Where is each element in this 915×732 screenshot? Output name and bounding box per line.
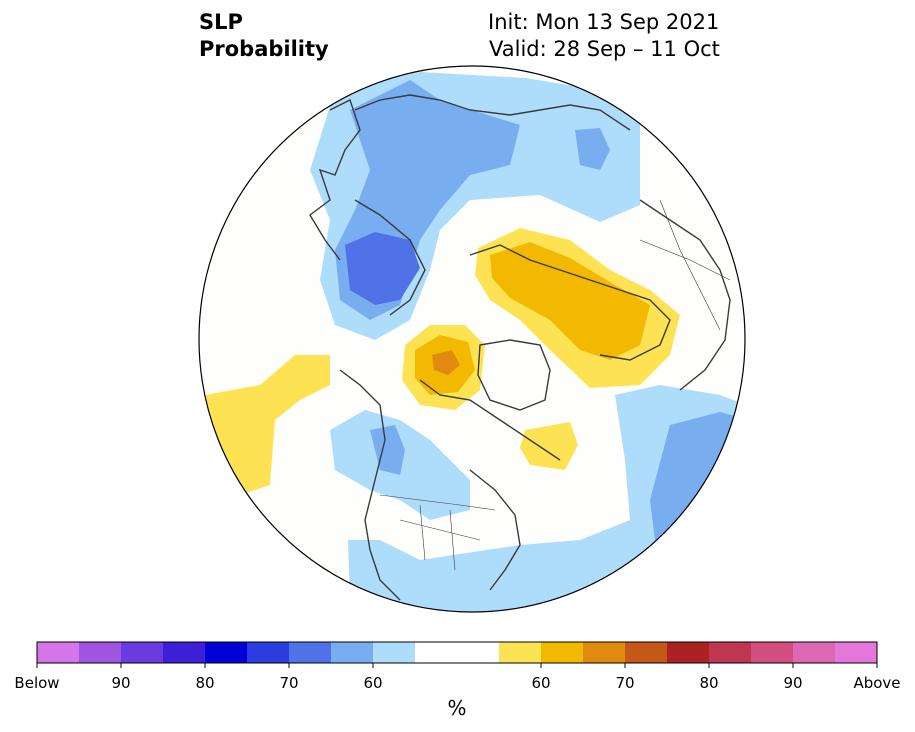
border-europe-1 — [659, 199, 721, 331]
colorbar-cell — [625, 642, 668, 663]
colorbar-cell — [457, 642, 500, 663]
border-us-states — [399, 504, 481, 571]
colorbar-cell — [751, 642, 794, 663]
colorbar-cell — [247, 642, 290, 663]
colorbar-cell — [709, 642, 752, 663]
colorbar-frame — [36, 641, 878, 664]
colorbar-cell — [205, 642, 248, 663]
coastline-eurasia-north — [469, 244, 671, 361]
colorbar-cell — [289, 642, 332, 663]
colorbar-cell — [793, 642, 836, 663]
political-borders — [379, 199, 731, 571]
coastline-alaska — [309, 99, 361, 261]
orange-region-arctic — [432, 350, 460, 375]
colorbar-cell — [37, 642, 80, 663]
colorbar-tick-label: 70 — [279, 674, 299, 692]
coastlines — [309, 94, 731, 601]
coastline-north-america-west — [339, 369, 401, 601]
colorbar-tick-label: Below — [14, 674, 60, 692]
yellow-region-nepacific — [200, 355, 330, 495]
colorbar-cell — [163, 642, 206, 663]
colorbar-cell — [541, 642, 584, 663]
yellow-region-labrador — [520, 422, 578, 470]
border-europe-2 — [639, 239, 731, 281]
colorbar-cell — [121, 642, 164, 663]
blue-region-siberia — [575, 128, 610, 170]
colorbar-cell — [373, 642, 416, 663]
coastline-canada-arctic — [419, 379, 561, 461]
coastline-greenland — [477, 339, 551, 411]
colorbar-tick-label: 80 — [195, 674, 215, 692]
coastline-europe — [639, 199, 731, 391]
coastline-siberia — [354, 94, 631, 131]
map-title-variable: SLP Probability — [199, 9, 329, 63]
colorbar-tick-label: 90 — [783, 674, 803, 692]
colorbar-cell — [415, 642, 458, 663]
border-us-canada — [379, 494, 496, 511]
colorbar-cell — [331, 642, 374, 663]
title-variable-line1: SLP — [199, 10, 243, 34]
title-variable-line2: Probability — [199, 37, 329, 61]
map-boundary-circle — [198, 65, 746, 613]
coastline-north-america-east — [469, 469, 521, 591]
colorbar-cell — [499, 642, 542, 663]
init-date: Init: Mon 13 Sep 2021 — [488, 10, 720, 34]
colorbar-tick-label: 70 — [615, 674, 635, 692]
colorbar-tick-label: 60 — [363, 674, 383, 692]
colorbar-unit: % — [447, 696, 467, 720]
colorbar-cell — [667, 642, 710, 663]
colorbar-cell — [583, 642, 626, 663]
colorbar-cell — [79, 642, 122, 663]
map-title-dates: Init: Mon 13 Sep 2021 Valid: 28 Sep – 11… — [488, 9, 720, 63]
gold-region-eurasia — [490, 242, 650, 360]
blue-region-pacific-dark — [345, 232, 420, 305]
colorbar-cell — [835, 642, 878, 663]
colorbar-tick-label: 80 — [699, 674, 719, 692]
coastline-chukotka — [354, 199, 426, 316]
polar-map — [198, 65, 746, 613]
colorbar-tick-label: 90 — [111, 674, 131, 692]
colorbar-tick-label: Above — [853, 674, 901, 692]
valid-dates: Valid: 28 Sep – 11 Oct — [489, 37, 720, 61]
colorbar-tick-label: 60 — [531, 674, 551, 692]
